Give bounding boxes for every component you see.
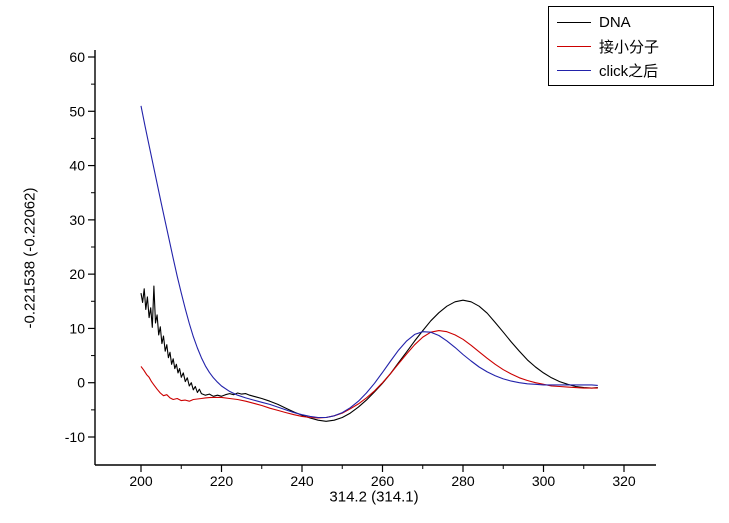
x-tick-label: 240 <box>290 473 314 489</box>
x-tick-label: 300 <box>532 473 556 489</box>
y-tick-label: 10 <box>69 320 85 336</box>
y-tick-label: 60 <box>69 49 85 65</box>
y-tick-label: 50 <box>69 103 85 119</box>
x-axis-label: 314.2 (314.1) <box>329 488 419 506</box>
legend-label-dna: DNA <box>599 13 631 31</box>
legend-entry-after-click: click之后 <box>549 58 713 82</box>
legend-swatch-dna <box>557 21 591 23</box>
x-tick-label: 200 <box>129 473 153 489</box>
y-tick-label: -10 <box>65 429 85 445</box>
y-tick-label: 30 <box>69 212 85 228</box>
series-line-0 <box>140 285 598 422</box>
y-tick-label: 40 <box>69 158 85 174</box>
legend-swatch-small-molecule <box>557 45 591 47</box>
legend-label-after-click: click之后 <box>599 62 659 80</box>
x-tick-label: 220 <box>210 473 234 489</box>
legend: DNA 接小分子 click之后 <box>548 6 714 86</box>
legend-label-small-molecule: 接小分子 <box>599 38 660 56</box>
legend-swatch-after-click <box>557 69 591 71</box>
x-tick-label: 320 <box>612 473 636 489</box>
x-tick-label: 260 <box>371 473 395 489</box>
y-axis-label: -0.221538 (-0.22062) <box>21 187 39 329</box>
y-tick-label: 0 <box>77 375 85 391</box>
series-line-2 <box>140 105 598 419</box>
legend-entry-small-molecule: 接小分子 <box>549 34 713 58</box>
y-tick-label: 20 <box>69 266 85 282</box>
x-tick-label: 280 <box>451 473 475 489</box>
legend-entry-dna: DNA <box>549 10 713 34</box>
series-line-1 <box>140 330 598 419</box>
